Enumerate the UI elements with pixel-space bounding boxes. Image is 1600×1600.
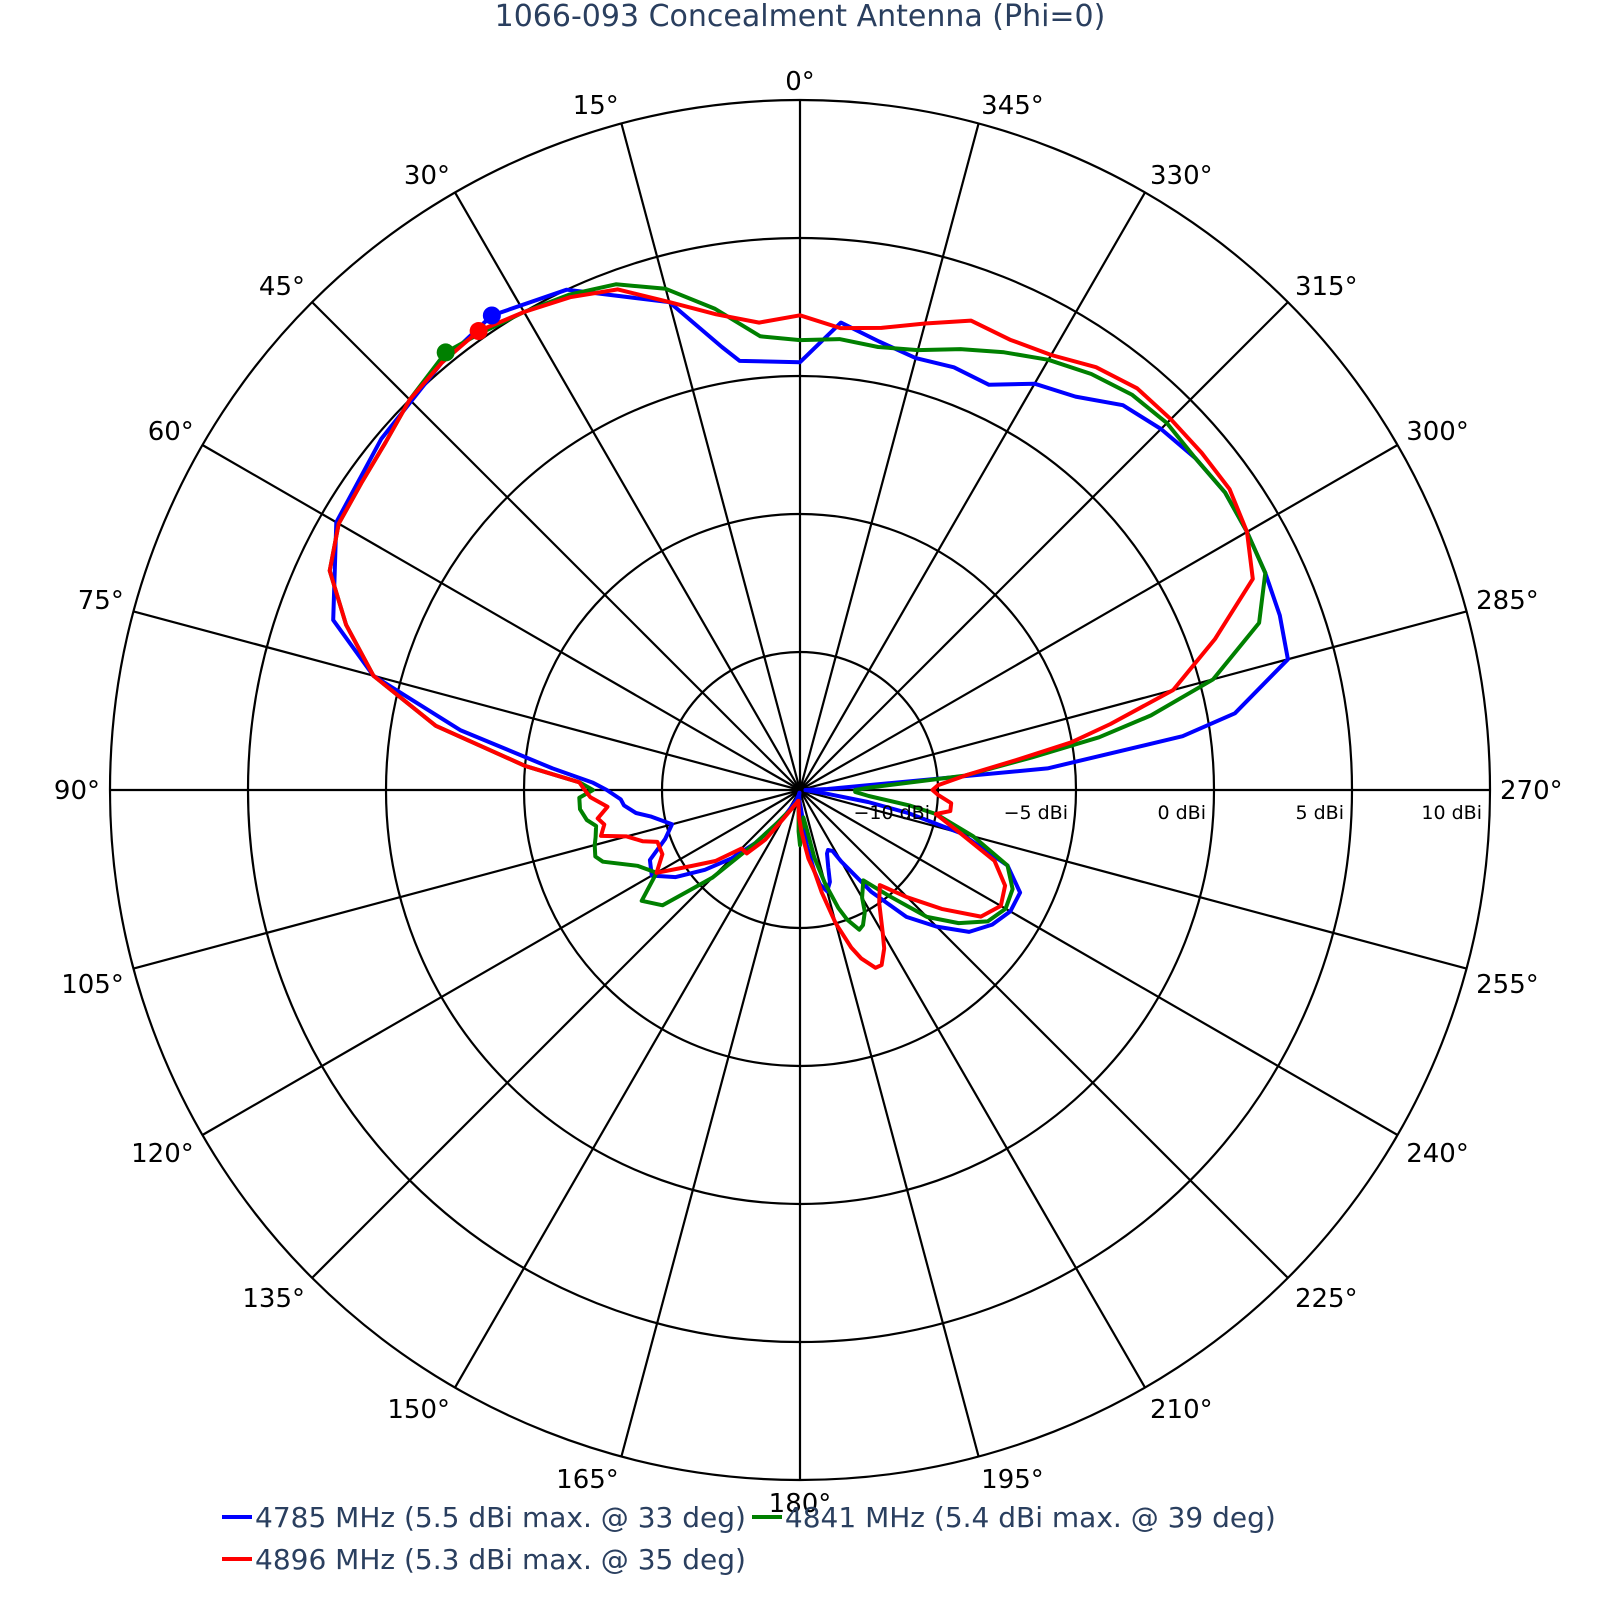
angle-tick-label: 15° (573, 91, 619, 121)
angle-tick-label: 240° (1406, 1139, 1469, 1169)
grid-spoke (454, 789, 801, 1389)
max-marker-1 (436, 343, 455, 362)
radial-tick-label: 0 dBi (1157, 802, 1206, 824)
legend-label-4896: 4896 MHz (5.3 dBi max. @ 35 deg) (255, 1542, 746, 1576)
angle-tick-label: 300° (1406, 417, 1469, 447)
angle-tick-label: 0° (785, 67, 815, 97)
radial-tick-label: −5 dBi (1004, 802, 1068, 824)
grid-spoke (799, 444, 1399, 791)
angle-tick-label: 330° (1150, 161, 1213, 191)
series-traces (327, 282, 1290, 970)
angle-tick-label: 75° (78, 586, 124, 616)
legend-item-4841[interactable]: 4841 MHz (5.4 dBi max. @ 39 deg) (751, 1500, 1276, 1534)
legend-swatch-4896 (222, 1557, 252, 1561)
radial-tick-label: 10 dBi (1421, 802, 1482, 824)
grid-spoke (201, 444, 801, 791)
angle-tick-label: 105° (61, 970, 124, 1000)
angle-tick-label: 315° (1295, 272, 1358, 302)
angular-tick-labels: 0° 15° 30° 45° 60° 75° 90° 105° 120° 135° 150° 165°… (54, 67, 1563, 1519)
grid-spoke (799, 788, 1467, 970)
angle-tick-label: 90° (54, 776, 100, 806)
radial-tick-label: 5 dBi (1295, 802, 1344, 824)
angle-tick-label: 135° (242, 1284, 305, 1314)
grid-spoke (799, 610, 1467, 792)
radial-tick-labels: −10 dBi −5 dBi 0 dBi 5 dBi 10 dBi (853, 802, 1482, 824)
angle-tick-label: 210° (1150, 1395, 1213, 1425)
grid-spoke (620, 789, 802, 1457)
legend-label-4841: 4841 MHz (5.4 dBi max. @ 39 deg) (784, 1500, 1276, 1534)
grid-spoke (454, 191, 801, 791)
grid-spoke (311, 301, 801, 791)
legend-item-4896[interactable]: 4896 MHz (5.3 dBi max. @ 35 deg) (222, 1543, 746, 1576)
grid-spoke (133, 610, 801, 792)
angle-tick-label: 180° (769, 1489, 832, 1519)
angle-tick-label: 225° (1295, 1284, 1358, 1314)
grid-spoke (799, 301, 1289, 791)
angle-tick-label: 255° (1476, 970, 1539, 1000)
angle-tick-label: 60° (148, 417, 194, 447)
grid-spoke (620, 123, 802, 791)
angle-tick-label: 195° (981, 1465, 1044, 1495)
grid-spoke (799, 191, 1146, 791)
grid-spoke (798, 123, 980, 791)
max-marker-2 (469, 322, 488, 341)
angle-tick-label: 120° (131, 1139, 194, 1169)
legend-swatch-4841 (751, 1515, 782, 1519)
angle-tick-label: 285° (1476, 586, 1539, 616)
legend-row-2: 4896 MHz (5.3 dBi max. @ 35 deg) (222, 1538, 1582, 1580)
series-line-0 (331, 287, 1290, 934)
radial-tick-label: −10 dBi (853, 802, 930, 824)
grid-spoke (799, 789, 1146, 1389)
grid-spoke (311, 789, 801, 1279)
legend-label-4785: 4785 MHz (5.5 dBi max. @ 33 deg) (255, 1500, 746, 1534)
angle-tick-label: 345° (981, 91, 1044, 121)
grid-spoke (798, 789, 980, 1457)
legend: 4785 MHz (5.5 dBi max. @ 33 deg) 4841 MH… (222, 1496, 1582, 1580)
max-marker-0 (482, 306, 501, 325)
grid-spoke (133, 788, 801, 970)
angle-tick-label: 165° (556, 1465, 619, 1495)
angle-tick-label: 270° (1500, 776, 1563, 806)
angle-tick-label: 30° (404, 161, 450, 191)
series-line-2 (327, 287, 1255, 970)
legend-swatch-4785 (222, 1515, 252, 1519)
chart-title: 1066-093 Concealment Antenna (Phi=0) (495, 0, 1106, 34)
angular-grid (110, 100, 1490, 1480)
legend-item-4785[interactable]: 4785 MHz (5.5 dBi max. @ 33 deg) (222, 1501, 746, 1534)
grid-spoke (799, 789, 1399, 1136)
grid-spoke (201, 789, 801, 1136)
legend-row-1: 4785 MHz (5.5 dBi max. @ 33 deg) 4841 MH… (222, 1496, 1582, 1538)
angle-tick-label: 45° (259, 272, 305, 302)
angle-tick-label: 150° (387, 1395, 450, 1425)
grid-spoke (799, 789, 1289, 1279)
max-markers (436, 306, 501, 362)
